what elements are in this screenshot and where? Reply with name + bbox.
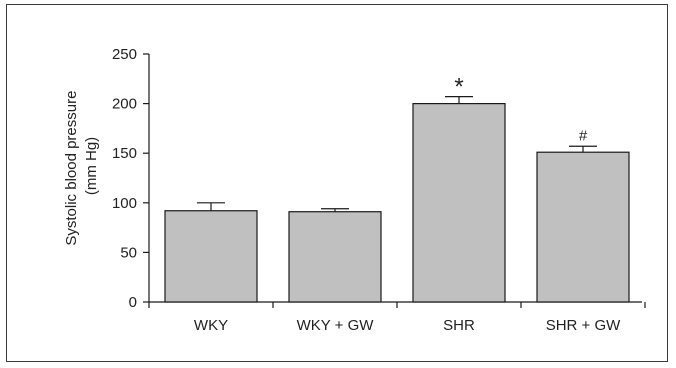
y-tick-label: 150 xyxy=(112,145,137,162)
y-tick-label: 0 xyxy=(129,294,137,311)
y-axis-label: Systolic blood pressure (mm Hg) xyxy=(63,86,100,245)
bar xyxy=(412,102,506,303)
y-axis-label-line1: Systolic blood pressure xyxy=(63,91,80,246)
x-tick-label: WKY + GW xyxy=(297,317,375,334)
y-tick-label: 100 xyxy=(112,195,137,212)
significance-marker: # xyxy=(579,127,588,144)
x-tick-label: SHR xyxy=(443,317,475,334)
significance-marker: * xyxy=(454,74,463,101)
bar xyxy=(288,211,382,303)
y-axis-label-line2: (mm Hg) xyxy=(83,137,100,195)
bar xyxy=(164,210,258,303)
bars: *# xyxy=(164,74,630,303)
bar xyxy=(536,151,630,303)
x-tick-label: WKY xyxy=(194,317,228,334)
y-tick-label: 50 xyxy=(120,244,137,261)
x-tick-label: SHR + GW xyxy=(546,317,621,334)
y-tick-label: 200 xyxy=(112,96,137,113)
y-tick-label: 250 xyxy=(112,46,137,63)
tick-labels: 0 50 100 150 200 250 WKY WKY + GW SHR SHR + GW xyxy=(112,46,621,334)
